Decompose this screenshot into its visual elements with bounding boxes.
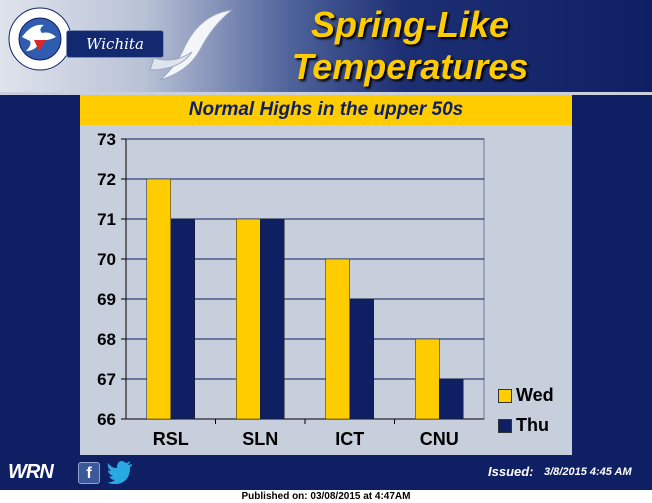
subtitle: Normal Highs in the upper 50s <box>188 99 464 120</box>
bar-wed-ict <box>325 258 350 420</box>
y-tick-label: 71 <box>97 210 116 229</box>
wrn-logo: WRN <box>8 461 54 483</box>
y-tick-label: 70 <box>97 250 116 269</box>
chart-area: 66 67 68 69 70 71 72 73 RSL SLN ICT CNU Wed Thu <box>80 125 572 455</box>
legend-label: Thu <box>516 415 549 435</box>
nws-logo-icon <box>8 7 72 71</box>
legend-item-thu: Thu <box>498 415 568 435</box>
issued-label: Issued: <box>488 464 534 479</box>
content-panel: Normal Highs in the upper 50s 66 67 68 69 70… <box>80 95 572 455</box>
left-sidebar <box>0 95 80 450</box>
bar-wed-rsl <box>146 178 171 420</box>
y-tick-label: 73 <box>97 130 116 149</box>
x-tick-label: CNU <box>420 429 459 449</box>
legend-swatch <box>498 419 512 433</box>
bar-thu-sln <box>260 218 285 420</box>
y-tick-label: 72 <box>97 170 116 189</box>
header: Wichita Spring-Like Temperatures <box>0 0 652 92</box>
bar-wed-cnu <box>415 338 440 420</box>
y-tick-label: 66 <box>97 410 116 429</box>
legend-item-wed: Wed <box>498 385 568 405</box>
swoosh-icon <box>149 9 234 81</box>
right-sidebar <box>572 95 652 450</box>
bar-chart: 66 67 68 69 70 71 72 73 RSL SLN ICT CNU <box>97 130 485 449</box>
bar-thu-ict <box>349 298 374 420</box>
header-divider <box>0 92 652 95</box>
issued-time: 3/8/2015 4:45 AM <box>544 466 632 478</box>
facebook-icon[interactable]: f <box>78 462 100 484</box>
published-note: Published on: 03/08/2015 at 4:47AM <box>241 491 411 502</box>
bar-thu-cnu <box>439 378 464 420</box>
office-name: Wichita <box>86 35 144 53</box>
x-tick-label: RSL <box>153 429 189 449</box>
title-line1: Spring-Like <box>310 4 510 45</box>
twitter-icon[interactable] <box>106 460 134 484</box>
x-tick-label: ICT <box>335 429 364 449</box>
legend-label: Wed <box>516 385 554 405</box>
office-tag: Wichita <box>66 30 164 58</box>
subtitle-banner: Normal Highs in the upper 50s <box>80 95 572 125</box>
footer-bar: WRN f Issued: 3/8/2015 4:45 AM <box>0 455 652 490</box>
bar-wed-sln <box>236 218 261 420</box>
bar-thu-rsl <box>170 218 195 420</box>
legend-swatch <box>498 389 512 403</box>
title-line2: Temperatures <box>291 46 529 87</box>
y-tick-label: 68 <box>97 330 116 349</box>
y-tick-label: 67 <box>97 370 116 389</box>
x-tick-label: SLN <box>242 429 278 449</box>
y-tick-label: 69 <box>97 290 116 309</box>
